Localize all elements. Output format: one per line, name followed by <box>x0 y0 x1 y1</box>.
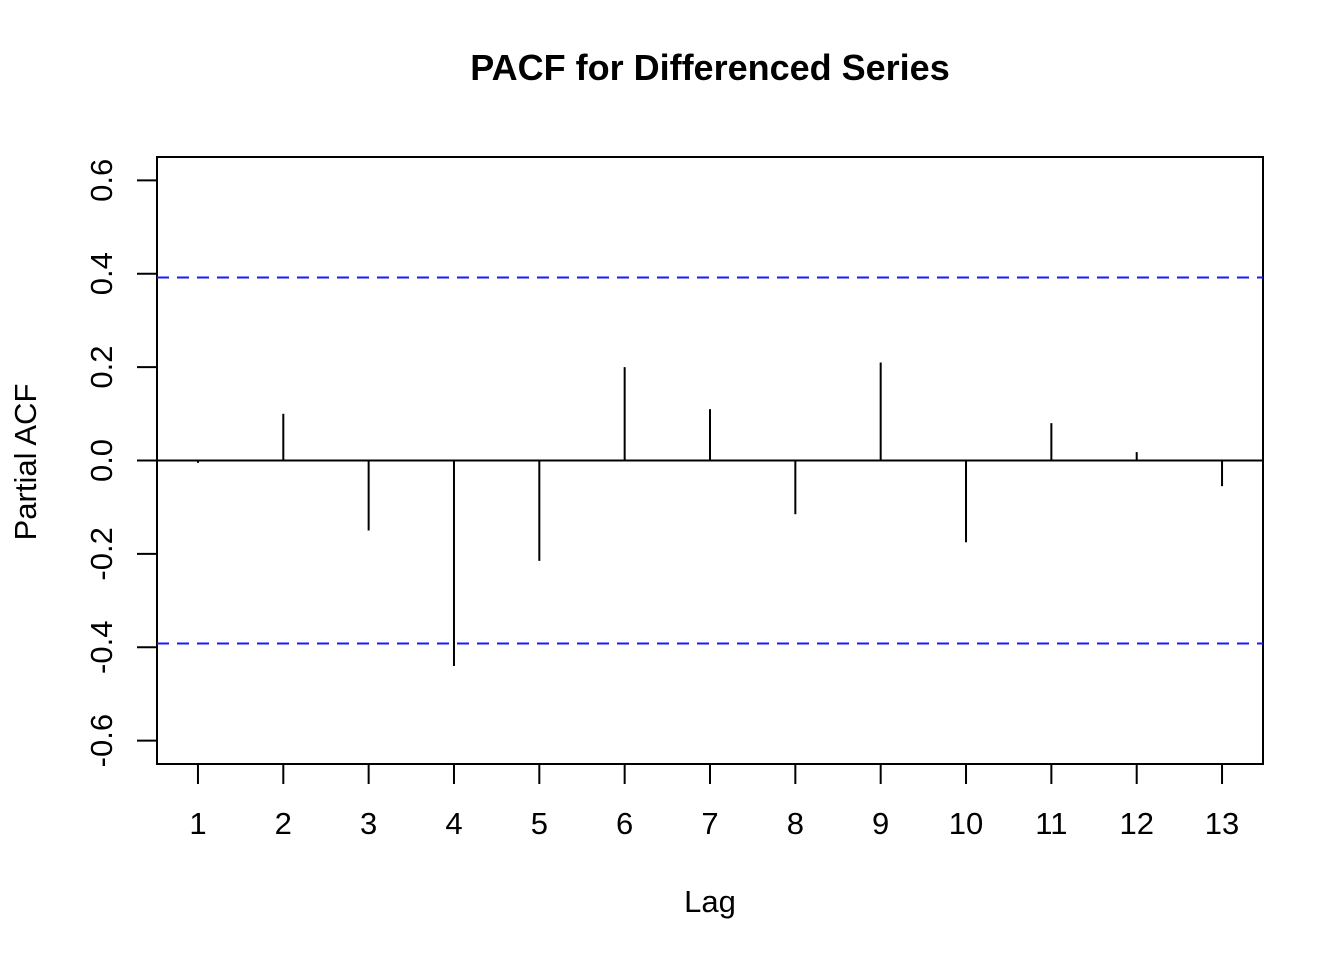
plot-area: 1 2 3 4 5 6 7 8 9 10 11 12 13-0.6-0.4-0.20.00.20.40.… <box>84 156 1264 841</box>
x-tick-label-10: 10 <box>949 806 983 841</box>
x-tick-label-5: 5 <box>531 806 548 841</box>
x-tick-label-2: 2 <box>275 806 292 841</box>
y-axis-label: Partial ACF <box>8 384 43 541</box>
x-tick-label-11: 11 <box>1035 806 1067 841</box>
x-axis-label: Lag <box>684 884 736 919</box>
x-tick-label-9: 9 <box>872 806 889 841</box>
chart-title: PACF for Differenced Series <box>470 47 949 88</box>
y-tick-label-3: 0.0 <box>84 439 119 482</box>
x-tick-label-7: 7 <box>701 806 718 841</box>
y-tick-label-5: 0.4 <box>84 252 119 295</box>
x-tick-label-13: 13 <box>1205 806 1239 841</box>
x-tick-label-6: 6 <box>616 806 633 841</box>
x-tick-label-8: 8 <box>787 806 804 841</box>
x-tick-label-12: 12 <box>1119 806 1153 841</box>
y-tick-label-4: 0.2 <box>84 346 119 389</box>
y-tick-label-1: -0.4 <box>84 621 119 674</box>
x-tick-label-1: 1 <box>189 806 206 841</box>
y-tick-label-0: -0.6 <box>84 714 119 767</box>
y-tick-label-2: -0.2 <box>84 527 119 580</box>
x-tick-label-4: 4 <box>445 806 462 841</box>
x-tick-label-3: 3 <box>360 806 377 841</box>
y-tick-label-6: 0.6 <box>84 159 119 202</box>
